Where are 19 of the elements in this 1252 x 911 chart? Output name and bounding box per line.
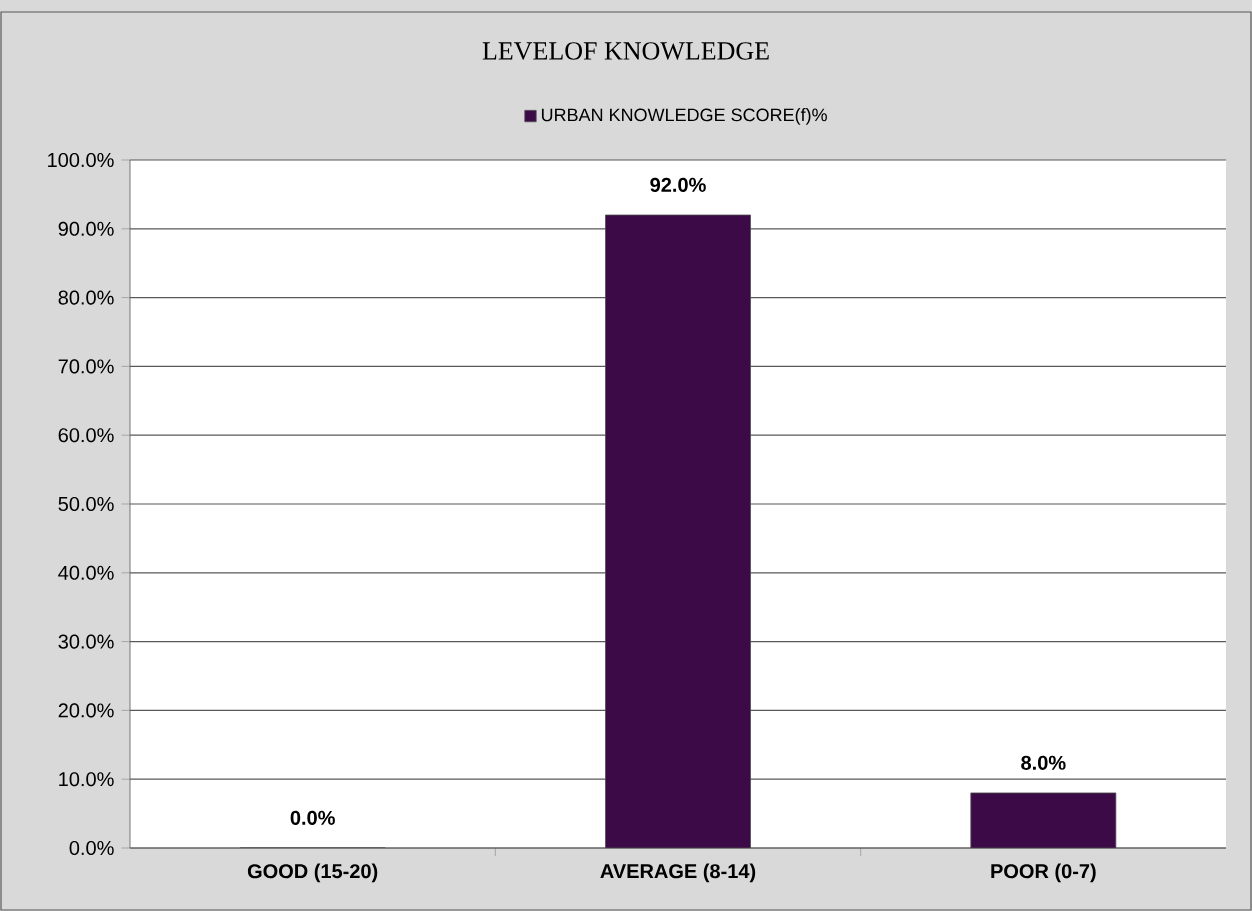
chart-title: LEVELOF KNOWLEDGE bbox=[482, 42, 769, 60]
x-tick-label: AVERAGE (8-14) bbox=[600, 863, 756, 883]
data-label: 0.0% bbox=[290, 810, 335, 825]
x-tick-label: POOR (0-7) bbox=[991, 863, 1096, 883]
y-tick-label: 80.0% bbox=[58, 290, 114, 305]
y-tick-label: 40.0% bbox=[58, 565, 114, 580]
y-tick-label: 10.0% bbox=[59, 772, 114, 787]
x-tick-label: GOOD (15-20) bbox=[247, 863, 378, 883]
y-tick-label: 30.0% bbox=[58, 634, 114, 649]
y-tick-label: 100.0% bbox=[48, 152, 114, 168]
data-label: 92.0% bbox=[650, 177, 706, 192]
y-tick-label: 50.0% bbox=[58, 496, 114, 512]
y-tick-label: 20.0% bbox=[58, 703, 114, 718]
y-tick-label: 0.0% bbox=[69, 840, 114, 856]
data-label: 8.0% bbox=[1021, 755, 1066, 770]
y-tick-label: 70.0% bbox=[58, 359, 114, 374]
y-tick-label: 60.0% bbox=[58, 428, 114, 443]
legend-label: URBAN KNOWLEDGE SCORE(f)% bbox=[541, 108, 827, 125]
y-tick-label: 90.0% bbox=[58, 221, 114, 236]
